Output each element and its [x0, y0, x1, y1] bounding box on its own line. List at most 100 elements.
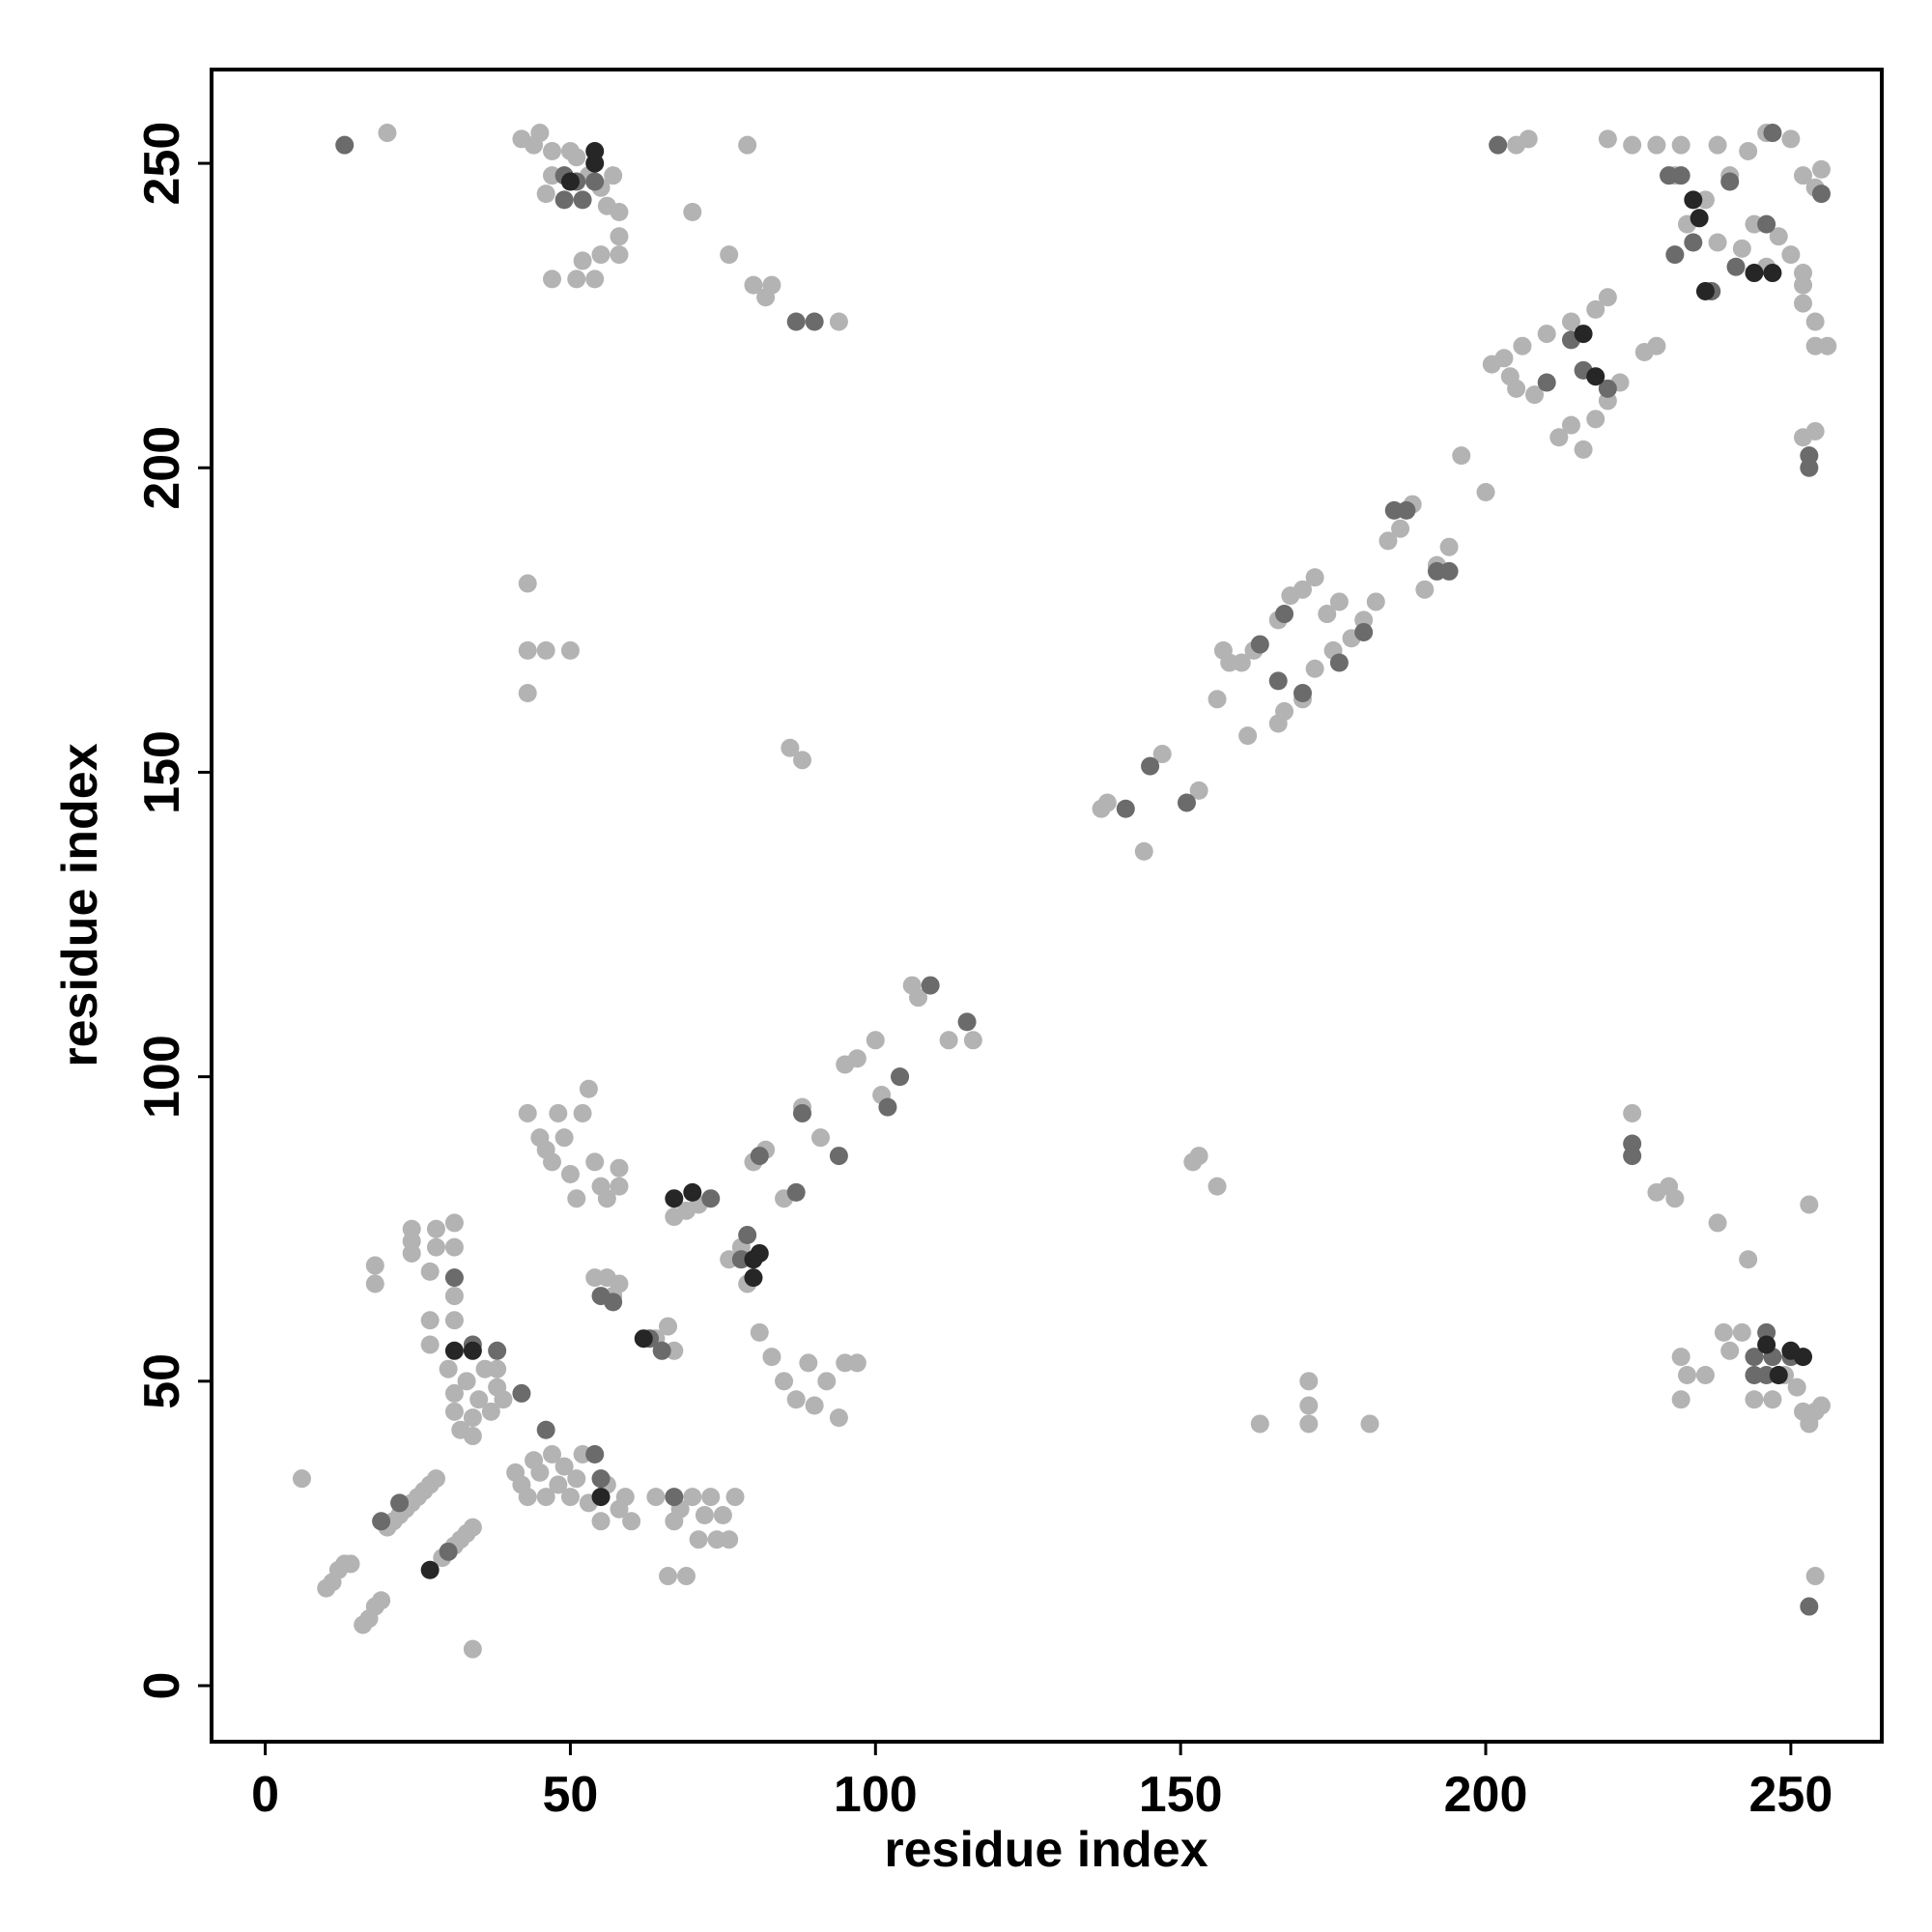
- point: [1690, 209, 1709, 228]
- point: [488, 1341, 507, 1360]
- point: [591, 1488, 611, 1507]
- point: [1665, 245, 1685, 265]
- point: [1116, 799, 1135, 818]
- point: [1647, 336, 1666, 355]
- point: [683, 1488, 702, 1507]
- point: [1586, 299, 1605, 319]
- point: [1397, 500, 1416, 520]
- y-tick-label: 150: [134, 730, 190, 814]
- point: [536, 1488, 555, 1507]
- point: [1763, 124, 1782, 143]
- point: [518, 1103, 537, 1122]
- point: [659, 1317, 678, 1336]
- point: [1647, 135, 1666, 155]
- point: [1549, 428, 1569, 447]
- point: [1800, 1195, 1819, 1214]
- point: [1671, 1348, 1690, 1367]
- point: [463, 1341, 482, 1360]
- x-axis-label: residue index: [884, 1822, 1208, 1878]
- point: [530, 1463, 550, 1482]
- point: [560, 1164, 580, 1183]
- point: [372, 1591, 391, 1610]
- point: [1745, 1390, 1764, 1409]
- point: [560, 640, 580, 660]
- point: [585, 270, 605, 289]
- point: [781, 738, 800, 757]
- point: [372, 1512, 391, 1531]
- point: [463, 1518, 482, 1537]
- point: [750, 1147, 769, 1166]
- point: [1097, 793, 1117, 812]
- point: [1537, 373, 1556, 392]
- point: [1561, 415, 1580, 435]
- point: [1805, 421, 1825, 440]
- point: [1141, 756, 1160, 776]
- point: [744, 1268, 763, 1288]
- point: [1299, 1414, 1319, 1434]
- point: [805, 1396, 824, 1415]
- point: [1586, 410, 1605, 429]
- point: [488, 1359, 507, 1378]
- point: [585, 1152, 605, 1172]
- point: [365, 1256, 384, 1275]
- x-tick-label: 100: [834, 1767, 918, 1823]
- point: [1366, 592, 1385, 611]
- point: [1794, 275, 1813, 295]
- point: [1805, 1567, 1825, 1586]
- point: [1189, 781, 1208, 800]
- point: [1489, 135, 1508, 155]
- point: [1794, 166, 1813, 185]
- point: [444, 1237, 464, 1257]
- x-tick-label: 150: [1139, 1767, 1223, 1823]
- point: [701, 1189, 721, 1208]
- point: [1623, 135, 1642, 155]
- point: [1305, 568, 1324, 587]
- point: [560, 1488, 580, 1507]
- point: [939, 1031, 958, 1050]
- point: [738, 135, 757, 155]
- point: [1623, 1147, 1642, 1166]
- x-tick-label: 200: [1444, 1767, 1528, 1823]
- point: [1189, 1147, 1208, 1166]
- point: [591, 1469, 611, 1489]
- point: [1452, 446, 1471, 466]
- point: [573, 1103, 592, 1122]
- point: [560, 172, 580, 191]
- point: [573, 251, 592, 270]
- point: [891, 1067, 910, 1087]
- point: [1293, 580, 1313, 599]
- point: [1378, 531, 1398, 551]
- point: [549, 1475, 568, 1494]
- point: [1586, 367, 1605, 386]
- point: [810, 1128, 830, 1148]
- point: [676, 1567, 696, 1586]
- point: [444, 1311, 464, 1330]
- point: [1275, 605, 1294, 624]
- x-tick-label: 250: [1748, 1767, 1833, 1823]
- point: [420, 1311, 440, 1330]
- point: [1574, 325, 1593, 344]
- point: [829, 312, 848, 331]
- y-tick-label: 200: [134, 426, 190, 510]
- point: [634, 1329, 653, 1349]
- point: [1415, 580, 1435, 599]
- point: [1134, 841, 1153, 861]
- point: [439, 1359, 458, 1378]
- point: [518, 640, 537, 660]
- point: [1726, 257, 1746, 276]
- point: [1684, 233, 1703, 252]
- point: [426, 1237, 445, 1257]
- point: [1360, 1414, 1379, 1434]
- point: [805, 312, 824, 331]
- x-tick-label: 0: [251, 1767, 279, 1823]
- point: [1318, 605, 1337, 624]
- point: [646, 1488, 666, 1507]
- point: [457, 1372, 476, 1391]
- point: [292, 1469, 311, 1489]
- point: [420, 1560, 440, 1579]
- point: [1695, 281, 1715, 300]
- point: [518, 574, 537, 593]
- point: [786, 1182, 806, 1202]
- plot-frame: [210, 68, 1884, 1744]
- point: [1329, 653, 1349, 672]
